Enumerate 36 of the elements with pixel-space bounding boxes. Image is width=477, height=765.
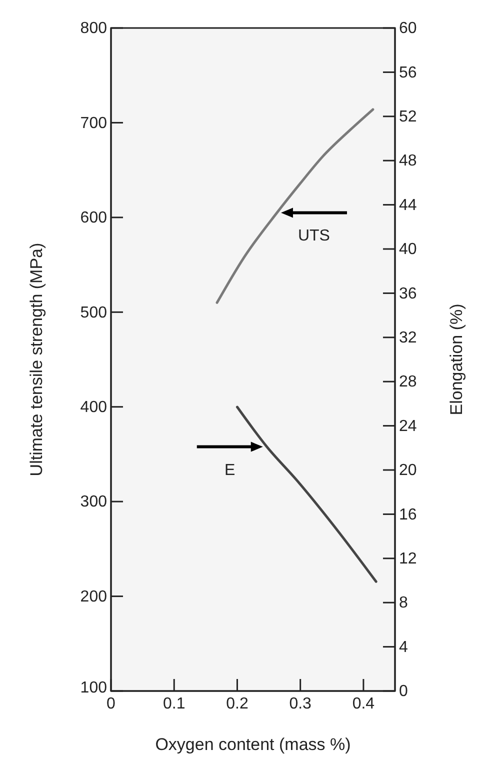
y-axis-title: Ultimate tensile strength (MPa): [27, 242, 46, 476]
y2-axis-title: Elongation (%): [447, 304, 466, 416]
x-tick-label: 0.3: [289, 695, 312, 712]
y2-tick-label: 28: [399, 374, 417, 391]
y-tick-label: 500: [80, 304, 108, 322]
x-tick-label: 0.4: [352, 695, 375, 712]
y2-tick-label: 32: [399, 330, 417, 347]
y2-tick-label: 60: [399, 20, 417, 38]
series-label: UTS: [298, 228, 330, 245]
y2-tick-label: 36: [399, 285, 417, 302]
y2-tick-label: 48: [399, 152, 417, 170]
line-series: [216, 108, 374, 304]
y2-tick-label: 0: [399, 683, 408, 700]
y-tick-label: 200: [80, 588, 108, 606]
y2-tick-label: 24: [399, 418, 417, 435]
y2-tick-label: 52: [399, 108, 417, 126]
y2-tick-label: 16: [399, 506, 417, 524]
y2-tick-label: 56: [399, 64, 417, 82]
x-tick-label: 0.2: [226, 695, 248, 712]
y2-tick-label: 20: [399, 462, 417, 480]
y-tick-label: 300: [80, 494, 108, 511]
y2-tick-label: 12: [399, 550, 417, 568]
y2-tick-label: 44: [399, 196, 417, 214]
y-tick-label: 700: [80, 114, 108, 132]
y2-tick-label: 8: [399, 594, 408, 612]
line-series: [236, 406, 378, 583]
x-tick-label: 0: [106, 695, 116, 712]
y-tick-label: 100: [80, 680, 108, 697]
x-tick-label: 0.1: [162, 695, 186, 712]
y-tick-label: 800: [80, 20, 108, 38]
y2-tick-label: 4: [399, 638, 408, 656]
y-tick-label: 400: [80, 398, 108, 416]
x-axis-title: Oxygen content (mass %): [155, 735, 351, 754]
text: E: [224, 462, 236, 479]
y-tick-label: 600: [80, 210, 108, 227]
y2-tick-label: 40: [399, 241, 417, 258]
